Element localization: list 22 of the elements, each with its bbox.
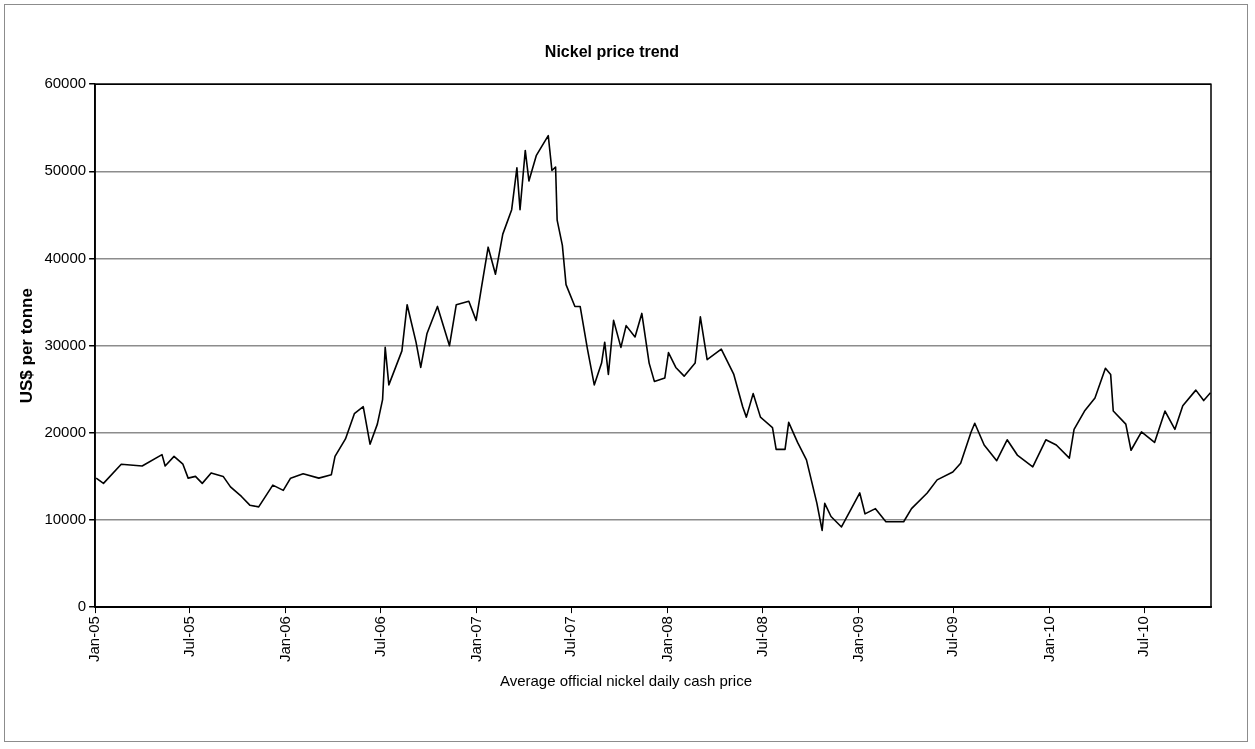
y-tick-label: 20000 <box>44 422 87 440</box>
x-tick-label: Jul-06 <box>370 616 388 657</box>
y-tick-label: 30000 <box>44 335 87 353</box>
y-axis-title: US$ per tonne <box>16 288 36 404</box>
x-tick-label: Jul-08 <box>752 616 770 657</box>
y-tick-label: 50000 <box>44 161 87 179</box>
x-tick-label: Jan-06 <box>276 616 294 663</box>
x-tick-label: Jul-09 <box>943 616 961 657</box>
x-tick-label: Jan-08 <box>657 616 675 663</box>
x-tick-label: Jan-05 <box>85 616 103 663</box>
y-tick-label: 0 <box>77 597 87 615</box>
x-tick-label: Jan-10 <box>1039 616 1057 663</box>
x-tick-label: Jul-10 <box>1134 616 1152 657</box>
y-tick-label: 60000 <box>44 74 87 92</box>
x-tick-label: Jan-09 <box>848 616 866 663</box>
y-tick-label: 10000 <box>44 510 87 528</box>
y-tick-label: 40000 <box>44 248 87 266</box>
x-tick-label: Jul-05 <box>179 616 197 657</box>
chart-title: Nickel price trend <box>544 43 680 61</box>
x-tick-label: Jan-07 <box>466 616 484 663</box>
text: Average official nickel daily cash price <box>498 671 754 691</box>
x-tick-label: Jul-07 <box>561 616 579 657</box>
